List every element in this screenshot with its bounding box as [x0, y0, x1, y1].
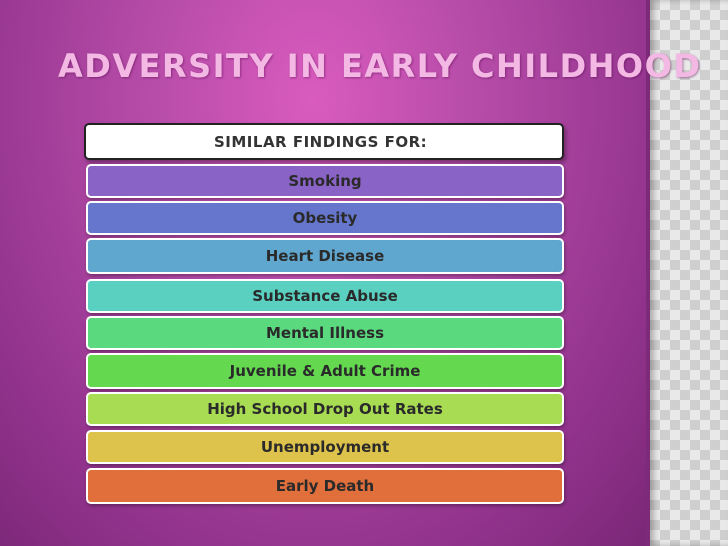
finding-item-label: High School Drop Out Rates [207, 400, 443, 418]
finding-item-label: Unemployment [260, 438, 390, 456]
finding-item-early-death: Early Death [86, 468, 564, 504]
finding-item-obesity: Obesity [86, 201, 564, 235]
finding-item-dropout: High School Drop Out Rates [86, 392, 564, 426]
finding-item-label: Obesity [292, 209, 358, 227]
finding-item-unemployment: Unemployment [86, 430, 564, 464]
finding-item-label: Early Death [275, 477, 375, 495]
finding-item-substance-abuse: Substance Abuse [86, 279, 564, 313]
finding-item-heart-disease: Heart Disease [86, 238, 564, 274]
finding-item-label: Mental Illness [265, 324, 384, 342]
side-pattern-panel [650, 0, 728, 546]
finding-item-label: Smoking [288, 172, 362, 190]
findings-header-box: SIMILAR FINDINGS FOR: [84, 123, 564, 160]
finding-item-smoking: Smoking [86, 164, 564, 198]
side-divider [646, 0, 650, 546]
finding-item-label: Heart Disease [265, 247, 385, 265]
finding-item-crime: Juvenile & Adult Crime [86, 353, 564, 389]
finding-item-mental-illness: Mental Illness [86, 316, 564, 350]
finding-item-label: Juvenile & Adult Crime [229, 362, 421, 380]
findings-header-label: SIMILAR FINDINGS FOR: [214, 132, 428, 151]
finding-item-label: Substance Abuse [252, 287, 398, 305]
slide-title: ADVERSITY IN EARLY CHILDHOOD [58, 47, 702, 85]
